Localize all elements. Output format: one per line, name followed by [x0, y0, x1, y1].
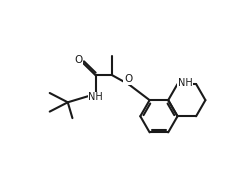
Text: O: O [124, 74, 132, 84]
Text: NH: NH [88, 92, 103, 102]
Text: NH: NH [178, 78, 192, 88]
Text: O: O [74, 55, 82, 65]
